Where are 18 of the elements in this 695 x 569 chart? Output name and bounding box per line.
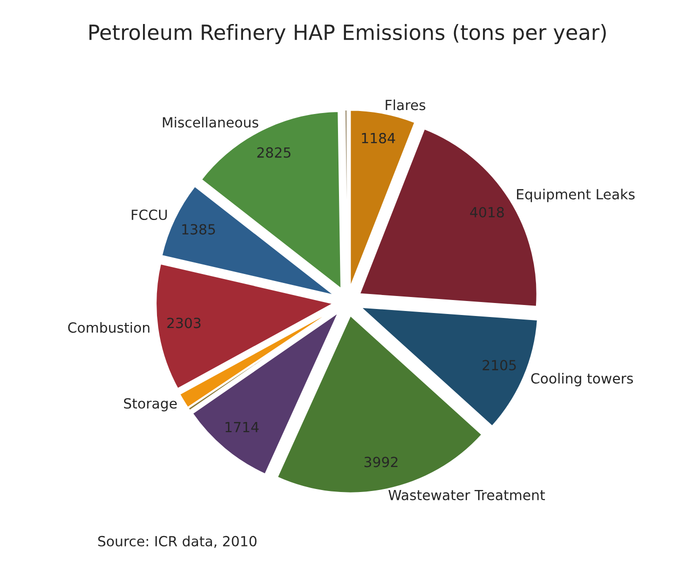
chart-title: Petroleum Refinery HAP Emissions (tons per year) (89, 24, 606, 44)
slice-label: Wastewater Treatment (388, 490, 545, 500)
data-label: 2825 (257, 147, 290, 158)
data-label: 2303 (167, 318, 201, 328)
data-label: 2105 (482, 360, 516, 370)
data-label: 1385 (182, 224, 215, 235)
data-label: 4018 (470, 206, 504, 218)
slice-label: Equipment Leaks (517, 188, 635, 202)
source-note: Source: ICR data, 2010 (98, 536, 256, 548)
data-label: 1184 (362, 132, 396, 144)
slice-label: Miscellaneous (162, 116, 258, 128)
slice-label: Cooling towers (531, 372, 633, 386)
data-label: 3992 (364, 456, 398, 468)
data-label: 1714 (226, 422, 259, 432)
slice-label: Flares (386, 99, 426, 110)
slice-label: FCCU (132, 210, 167, 220)
slice-label: Combustion (68, 322, 150, 333)
slice-label: Storage (124, 398, 177, 412)
